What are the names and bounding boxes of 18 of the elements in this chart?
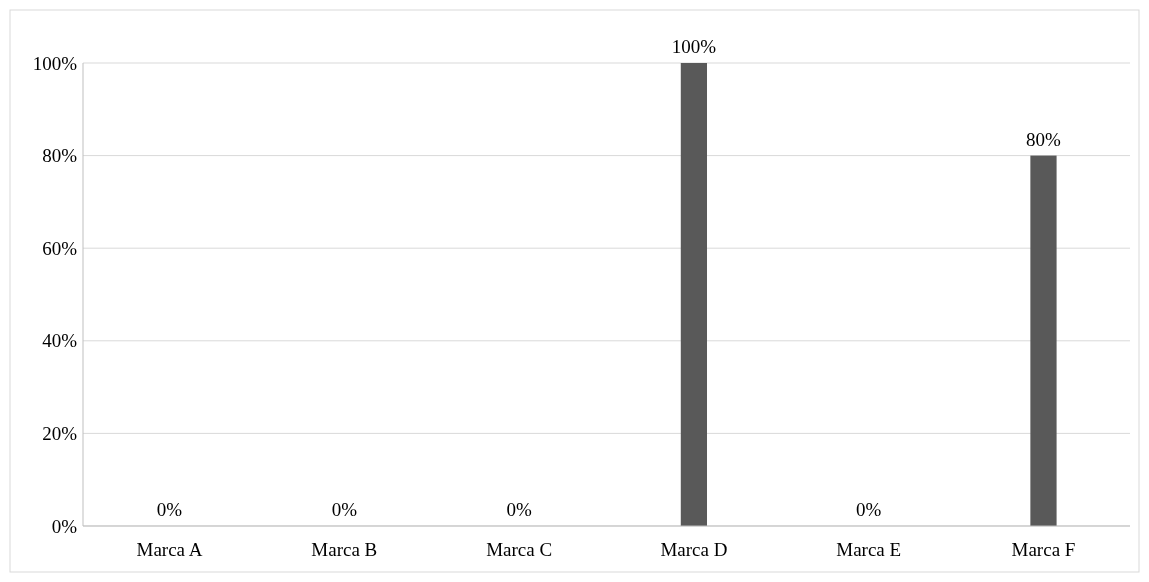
x-tick-label: Marca A [136,539,203,560]
x-tick-label: Marca F [1011,539,1076,560]
y-tick-label: 40% [42,330,78,352]
data-label: 100% [671,36,717,57]
y-tick-label: 0% [51,515,78,537]
x-tick-label: Marca B [311,539,378,560]
data-label: 0% [331,499,358,520]
data-label: 0% [506,499,532,520]
x-tick-label: Marca D [660,539,728,560]
x-tick-label: Marca C [486,539,553,560]
x-tick-label: Marca E [836,539,902,560]
y-tick-label: 80% [42,145,78,167]
y-tick-label: 20% [42,423,78,445]
data-label: 0% [856,499,882,520]
y-tick-label: 100% [32,52,78,74]
data-label: 0% [156,499,183,520]
data-label: 80% [1026,128,1062,150]
y-tick-label: 60% [42,237,78,259]
